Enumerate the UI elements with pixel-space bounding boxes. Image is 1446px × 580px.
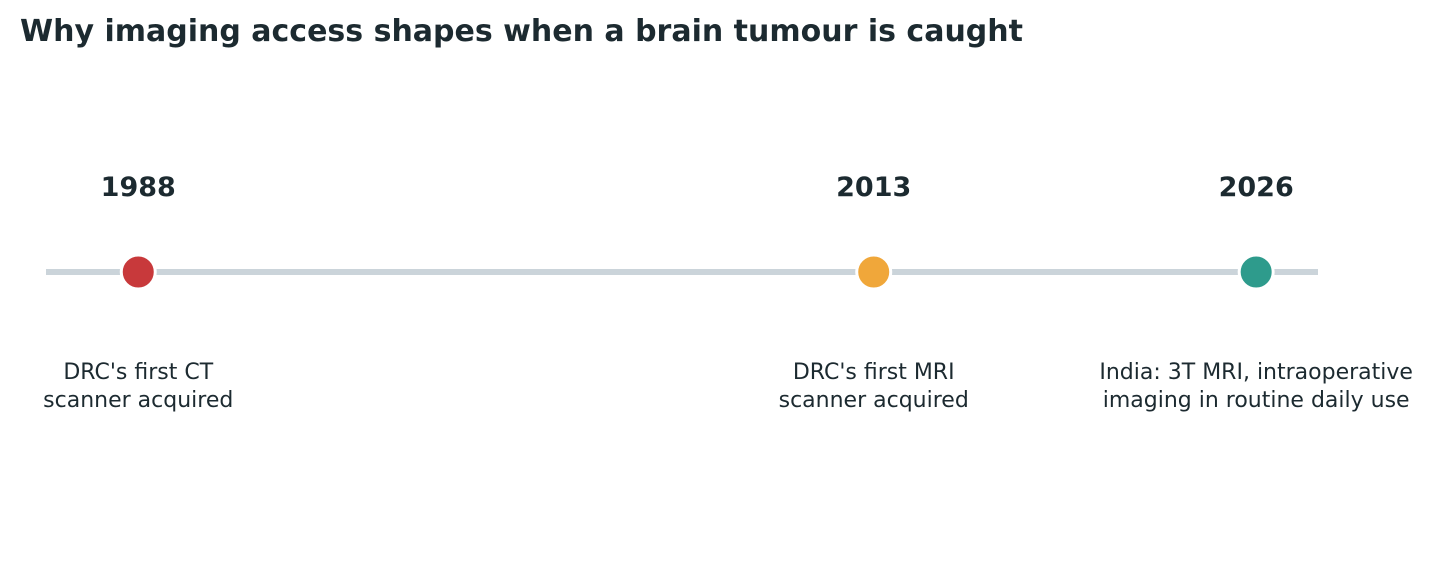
chart-title: Why imaging access shapes when a brain t… xyxy=(20,14,1023,49)
event-marker xyxy=(119,253,157,291)
year-label: 2013 xyxy=(836,172,912,203)
event-label: India: 3T MRI, intraoperative imaging in… xyxy=(1099,360,1413,413)
year-label: 1988 xyxy=(100,172,176,203)
event-marker xyxy=(855,253,893,291)
event-label: DRC's first CT scanner acquired xyxy=(43,360,234,413)
event-label: DRC's first MRI scanner acquired xyxy=(778,360,969,413)
year-label: 2026 xyxy=(1218,172,1294,203)
event-marker xyxy=(1237,253,1275,291)
